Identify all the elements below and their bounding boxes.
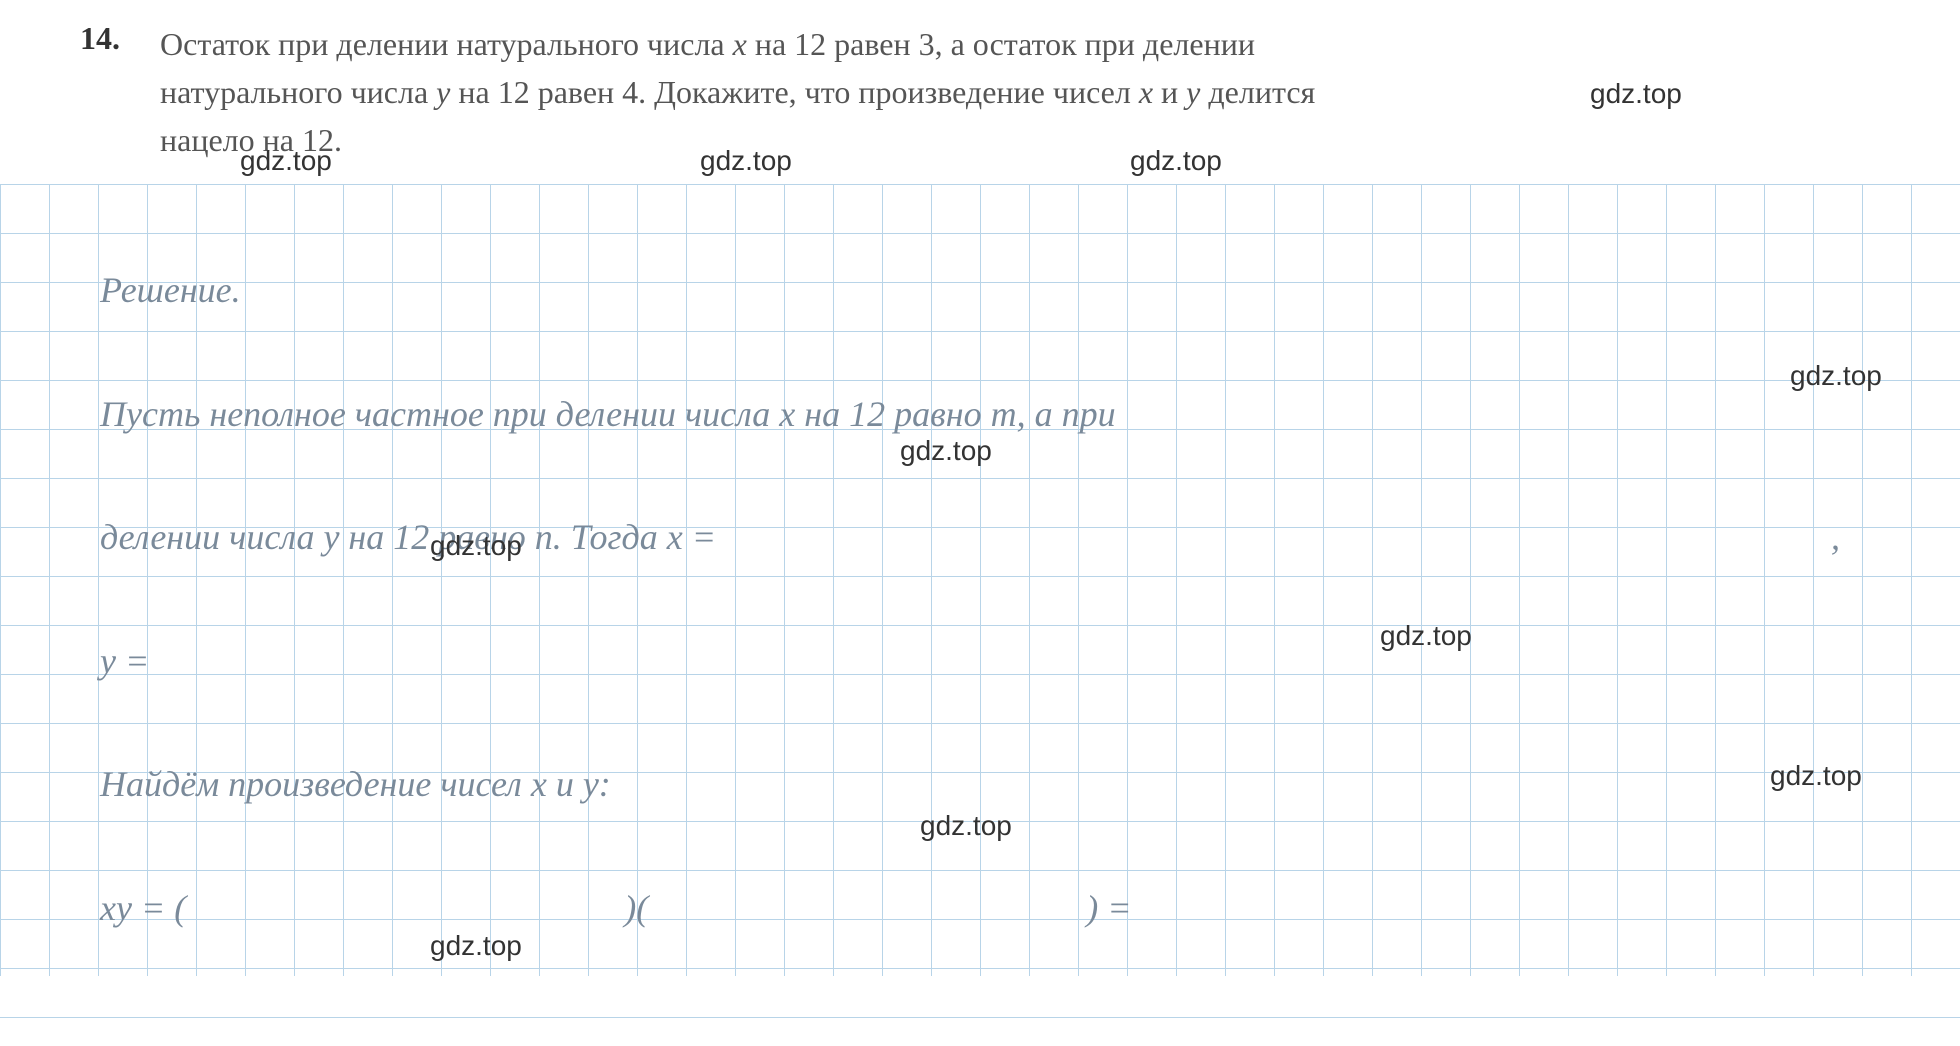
text-part: натурального числа xyxy=(160,74,436,110)
watermark: gdz.top xyxy=(900,435,992,467)
watermark: gdz.top xyxy=(430,530,522,562)
solution-title: Решение. xyxy=(100,244,1860,338)
watermark: gdz.top xyxy=(1380,620,1472,652)
solution-line-3: y = xyxy=(100,615,1860,709)
watermark: gdz.top xyxy=(1130,145,1222,177)
text-part: Остаток при делении натурального числа xyxy=(160,26,733,62)
line2-comma: , xyxy=(1831,491,1840,585)
watermark: gdz.top xyxy=(1770,760,1862,792)
watermark: gdz.top xyxy=(1790,360,1882,392)
line5-p3: ) = xyxy=(1086,888,1131,928)
problem-number: 14. xyxy=(80,20,130,164)
watermark: gdz.top xyxy=(240,145,332,177)
var-y: y xyxy=(1186,74,1200,110)
text-part: и xyxy=(1153,74,1186,110)
line5-p2: )( xyxy=(624,888,648,928)
text-part: на 12 равен 4. Докажите, что произведени… xyxy=(450,74,1138,110)
line5-p1: xy = ( xyxy=(100,888,186,928)
grid-area: Решение. Пусть неполное частное при деле… xyxy=(0,184,1960,976)
text-part: делится xyxy=(1200,74,1315,110)
var-x: x xyxy=(733,26,747,62)
line1-text: Пусть неполное частное при делении числа… xyxy=(100,394,1116,434)
watermark: gdz.top xyxy=(430,930,522,962)
solution-content: Решение. Пусть неполное частное при деле… xyxy=(0,184,1960,1046)
var-y: y xyxy=(436,74,450,110)
solution-line-2: делении числа y на 12 равно n. Тогда x =… xyxy=(100,491,1860,585)
line2-text: делении числа y на 12 равно n. Тогда x = xyxy=(100,517,716,557)
var-x: x xyxy=(1139,74,1153,110)
solution-line-5: xy = ( )( ) = xyxy=(100,862,1860,956)
watermark: gdz.top xyxy=(700,145,792,177)
watermark: gdz.top xyxy=(1590,78,1682,110)
text-part: на 12 равен 3, а остаток при делении xyxy=(747,26,1255,62)
watermark: gdz.top xyxy=(920,810,1012,842)
